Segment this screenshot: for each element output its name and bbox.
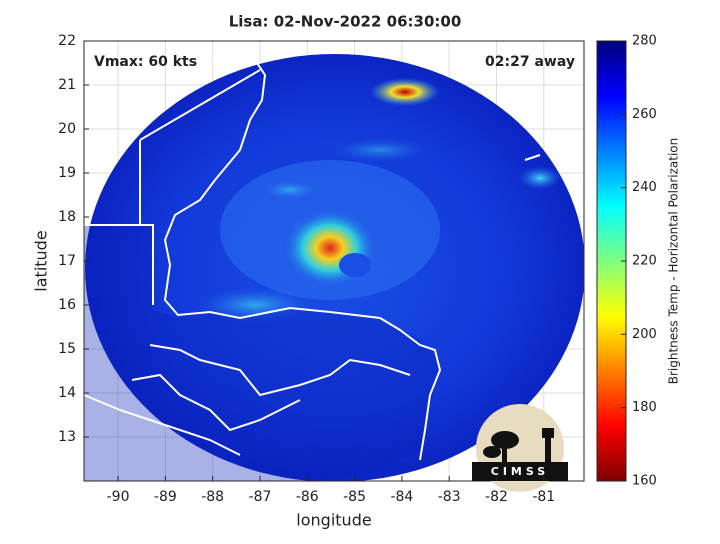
colorbar-tick-label: 180 — [632, 400, 657, 415]
x-tick-label: -90 — [107, 489, 130, 505]
colorbar-tick-label: 220 — [632, 254, 657, 269]
y-tick-label: 13 — [58, 429, 76, 445]
chart-title: Lisa: 02-Nov-2022 06:30:00 — [229, 13, 462, 31]
y-tick-label: 20 — [58, 121, 76, 137]
y-tick-label: 16 — [58, 297, 76, 313]
y-tick-label: 17 — [58, 253, 76, 269]
colorbar-tick-label: 240 — [632, 180, 657, 195]
x-tick-label: -88 — [201, 489, 224, 505]
colorbar-label: Brightness Temp - Horizontal Polarizatio… — [667, 138, 681, 385]
y-tick-label: 19 — [58, 165, 76, 181]
x-tick-label: -83 — [438, 489, 461, 505]
x-tick-label: -81 — [532, 489, 555, 505]
x-axis-label: longitude — [296, 511, 371, 530]
colorbar-tick-label: 260 — [632, 107, 657, 122]
x-tick-label: -89 — [154, 489, 177, 505]
x-tick-label: -87 — [249, 489, 272, 505]
satellite-image — [84, 54, 584, 481]
y-tick-label: 14 — [58, 385, 76, 401]
colorbar-tick-label: 280 — [632, 34, 657, 49]
y-tick-label: 18 — [58, 209, 76, 225]
logo-text: CIMSS — [491, 465, 549, 478]
y-tick-label: 15 — [58, 341, 76, 357]
colorbar-tick-label: 160 — [632, 474, 657, 489]
x-tick-label: -85 — [343, 489, 366, 505]
x-tick-label: -86 — [296, 489, 319, 505]
x-tick-label: -82 — [485, 489, 508, 505]
annotation: 02:27 away — [485, 54, 575, 70]
colorbar-tick-label: 200 — [632, 327, 657, 342]
x-tick-label: -84 — [390, 489, 413, 505]
coastlines — [84, 58, 541, 461]
y-tick-label: 22 — [58, 33, 76, 49]
y-axis-label: latitude — [32, 230, 51, 291]
annotation: Vmax: 60 kts — [94, 54, 197, 70]
y-tick-label: 21 — [58, 77, 76, 93]
